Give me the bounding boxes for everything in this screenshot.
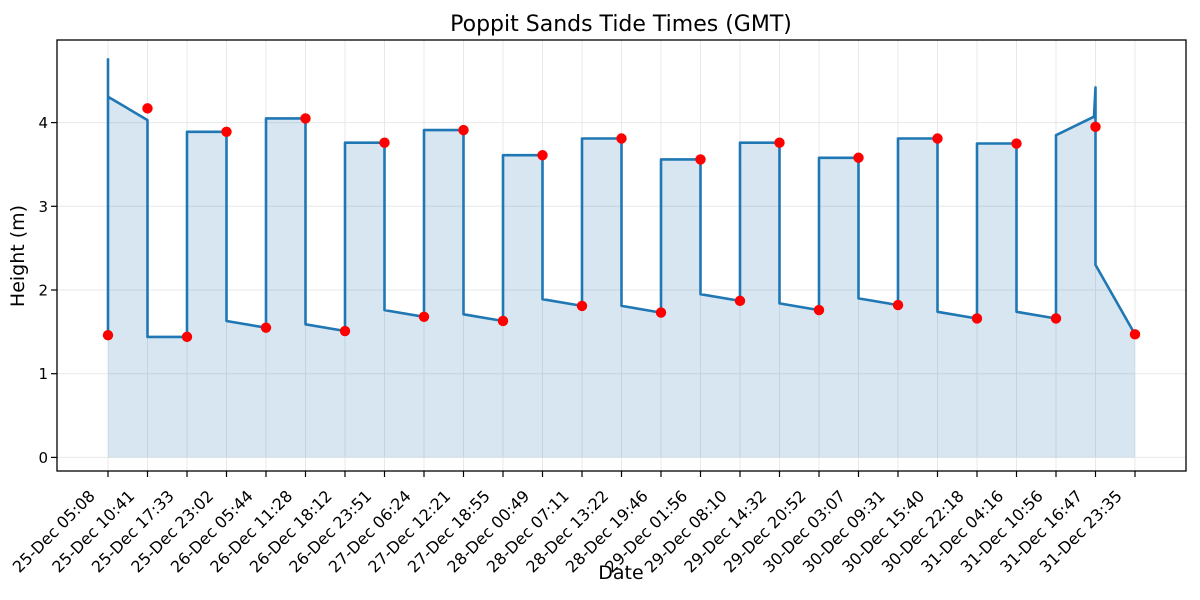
x-axis-label: Date: [598, 562, 643, 584]
y-axis-label: Height (m): [7, 205, 29, 307]
data-point-marker: [1090, 121, 1101, 132]
data-point-marker: [892, 299, 904, 311]
data-point-marker: [379, 137, 390, 148]
data-point-marker: [971, 313, 983, 324]
data-point-marker: [813, 304, 825, 316]
data-point-marker: [1050, 313, 1062, 324]
data-point-marker: [339, 325, 351, 337]
y-tick-labels: 0 1 2 3 4: [38, 114, 48, 467]
data-point-marker: [458, 124, 469, 136]
data-point-marker: [576, 300, 588, 312]
y-tick-label: 2: [38, 282, 48, 300]
y-tick-label: 3: [38, 198, 48, 216]
data-point-marker: [260, 322, 272, 333]
data-point-marker: [181, 331, 193, 343]
tide-event-markers: [102, 103, 1141, 343]
data-point-marker: [1129, 329, 1141, 340]
data-point-marker: [221, 126, 232, 138]
chart-title: Poppit Sands Tide Times (GMT): [450, 12, 792, 37]
data-point-marker: [102, 329, 114, 341]
data-point-marker: [537, 150, 548, 161]
y-tick-label: 1: [38, 365, 48, 383]
axis-tick-marks: [51, 121, 1136, 477]
y-tick-label: 0: [38, 449, 48, 467]
data-point-marker: [418, 311, 430, 322]
data-point-marker: [1011, 138, 1022, 149]
data-point-marker: [695, 154, 706, 165]
data-point-marker: [853, 152, 864, 163]
y-tick-label: 4: [38, 114, 48, 132]
data-point-marker: [497, 315, 509, 327]
data-point-marker: [655, 307, 667, 318]
data-point-marker: [932, 133, 943, 144]
data-point-marker: [142, 103, 153, 114]
data-point-marker: [774, 137, 785, 148]
data-point-marker: [734, 295, 746, 307]
data-point-marker: [616, 133, 627, 144]
data-point-marker: [300, 113, 311, 124]
